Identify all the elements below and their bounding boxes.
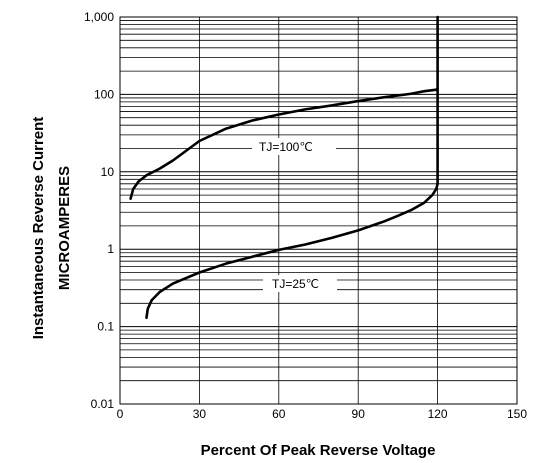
series-layer bbox=[129, 15, 439, 320]
y-tick-label: 1 bbox=[107, 242, 114, 256]
series-label-25c-bg bbox=[263, 275, 337, 292]
y-tick-label: 0.1 bbox=[97, 320, 114, 334]
y-tick-label: 10 bbox=[101, 165, 115, 179]
x-axis-title: Percent Of Peak Reverse Voltage bbox=[201, 442, 436, 459]
y-tick-labels: 0.01 0.1 1 10 100 1,000 bbox=[84, 10, 114, 411]
x-tick-label: 30 bbox=[193, 407, 207, 421]
grid bbox=[119, 17, 518, 405]
series-label-100c-bg bbox=[252, 138, 336, 155]
x-tick-label: 90 bbox=[352, 407, 366, 421]
series-label-25c: TJ=25℃ bbox=[272, 277, 319, 291]
x-tick-label: 150 bbox=[507, 407, 527, 421]
series-line-25c bbox=[145, 87, 439, 320]
series-line-100c bbox=[129, 15, 439, 200]
plot-frame bbox=[119, 16, 518, 405]
y-axis-title-line2: MICROAMPERES bbox=[56, 166, 73, 290]
y-axis-title-line1: Instantaneous Reverse Current bbox=[30, 117, 47, 340]
y-tick-label: 1,000 bbox=[84, 10, 114, 24]
series-label-100c: TJ=100℃ bbox=[259, 140, 313, 154]
x-tick-label: 0 bbox=[117, 407, 124, 421]
y-tick-label: 0.01 bbox=[91, 397, 115, 411]
y-tick-label: 100 bbox=[94, 87, 114, 101]
x-tick-label: 60 bbox=[272, 407, 286, 421]
x-tick-labels: 0 30 60 90 120 150 bbox=[117, 407, 528, 421]
x-tick-label: 120 bbox=[428, 407, 448, 421]
